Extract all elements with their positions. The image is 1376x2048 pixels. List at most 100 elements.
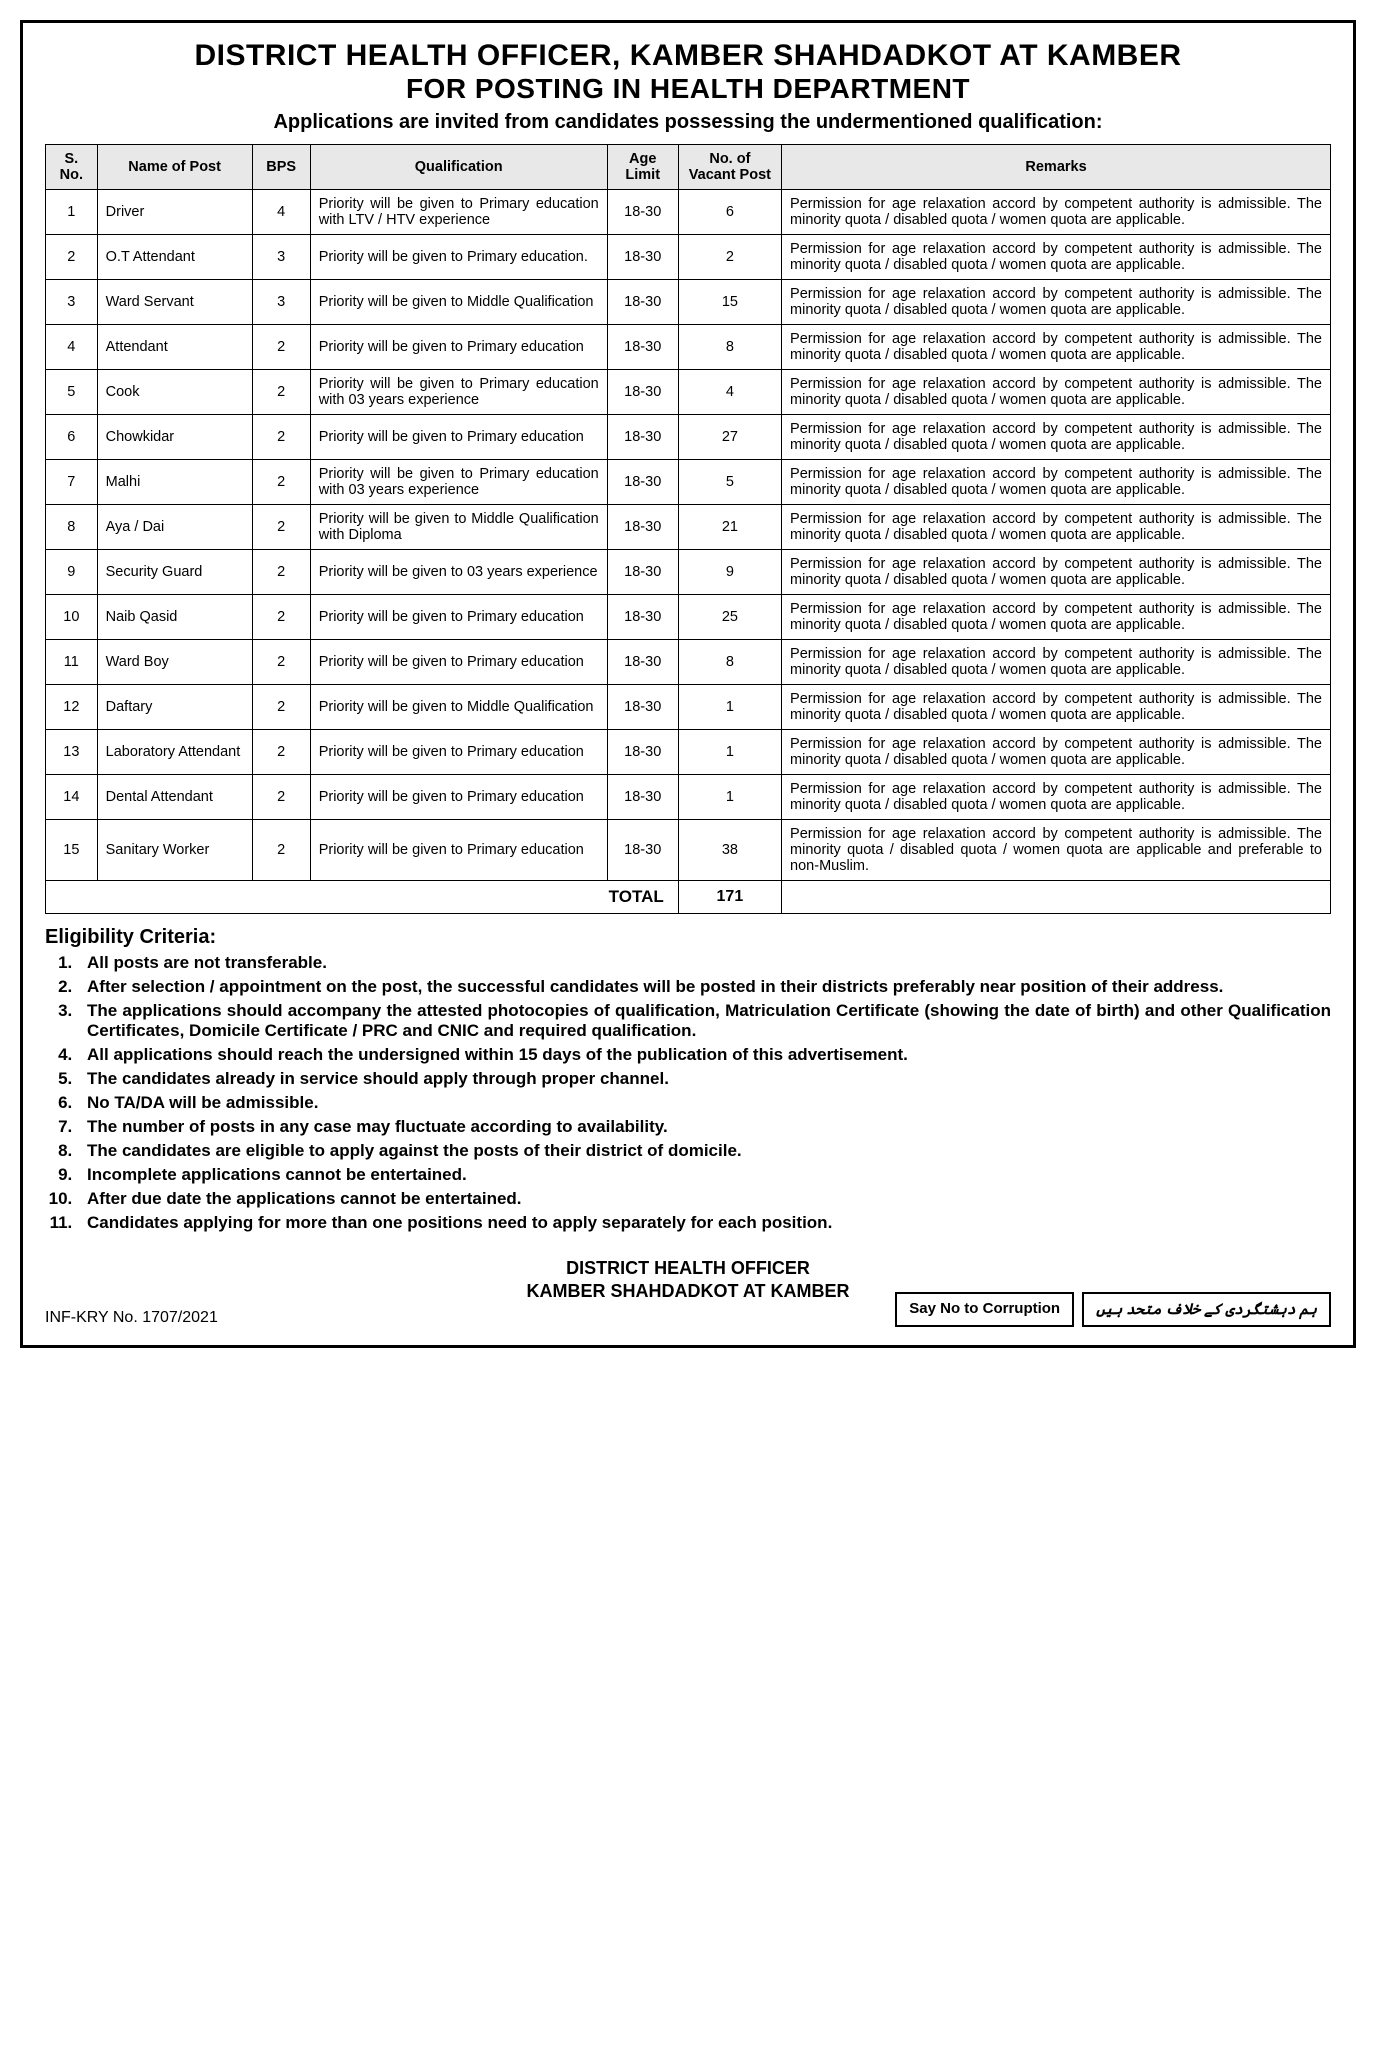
cell-post: O.T Attendant [97, 235, 252, 280]
cell-age: 18-30 [607, 460, 678, 505]
cell-vacant: 5 [678, 460, 781, 505]
th-remarks: Remarks [782, 145, 1331, 190]
cell-qualification: Priority will be given to Primary educat… [310, 640, 607, 685]
cell-age: 18-30 [607, 415, 678, 460]
cell-age: 18-30 [607, 820, 678, 881]
cell-bps: 2 [252, 460, 310, 505]
cell-sno: 10 [46, 595, 98, 640]
cell-remarks: Permission for age relaxation accord by … [782, 505, 1331, 550]
cell-sno: 5 [46, 370, 98, 415]
table-row: 5Cook2Priority will be given to Primary … [46, 370, 1331, 415]
eligibility-item: The candidates are eligible to apply aga… [77, 1141, 1331, 1161]
cell-qualification: Priority will be given to Middle Qualifi… [310, 505, 607, 550]
table-row: 3Ward Servant3Priority will be given to … [46, 280, 1331, 325]
th-age: Age Limit [607, 145, 678, 190]
cell-bps: 2 [252, 775, 310, 820]
cell-qualification: Priority will be given to Primary educat… [310, 190, 607, 235]
cell-post: Naib Qasid [97, 595, 252, 640]
cell-qualification: Priority will be given to Primary educat… [310, 460, 607, 505]
cell-remarks: Permission for age relaxation accord by … [782, 415, 1331, 460]
cell-sno: 11 [46, 640, 98, 685]
cell-age: 18-30 [607, 550, 678, 595]
cell-remarks: Permission for age relaxation accord by … [782, 370, 1331, 415]
cell-qualification: Priority will be given to Primary educat… [310, 775, 607, 820]
th-post: Name of Post [97, 145, 252, 190]
cell-sno: 15 [46, 820, 98, 881]
total-label: TOTAL [46, 881, 679, 914]
footer-box-corruption: Say No to Corruption [895, 1292, 1074, 1327]
cell-qualification: Priority will be given to Primary educat… [310, 730, 607, 775]
cell-sno: 6 [46, 415, 98, 460]
table-row: 13Laboratory Attendant2Priority will be … [46, 730, 1331, 775]
eligibility-item: Incomplete applications cannot be entert… [77, 1165, 1331, 1185]
cell-bps: 2 [252, 505, 310, 550]
cell-post: Malhi [97, 460, 252, 505]
table-row: 8Aya / Dai2Priority will be given to Mid… [46, 505, 1331, 550]
total-row: TOTAL 171 [46, 881, 1331, 914]
cell-post: Security Guard [97, 550, 252, 595]
cell-bps: 4 [252, 190, 310, 235]
eligibility-item: The candidates already in service should… [77, 1069, 1331, 1089]
cell-bps: 3 [252, 280, 310, 325]
cell-vacant: 9 [678, 550, 781, 595]
document-container: DISTRICT HEALTH OFFICER, KAMBER SHAHDADK… [20, 20, 1356, 1348]
cell-qualification: Priority will be given to Primary educat… [310, 325, 607, 370]
eligibility-item: After selection / appointment on the pos… [77, 977, 1331, 997]
cell-age: 18-30 [607, 595, 678, 640]
cell-qualification: Priority will be given to Primary educat… [310, 415, 607, 460]
cell-post: Chowkidar [97, 415, 252, 460]
cell-age: 18-30 [607, 640, 678, 685]
cell-remarks: Permission for age relaxation accord by … [782, 325, 1331, 370]
cell-post: Aya / Dai [97, 505, 252, 550]
table-row: 2O.T Attendant3Priority will be given to… [46, 235, 1331, 280]
cell-sno: 13 [46, 730, 98, 775]
footer: DISTRICT HEALTH OFFICER KAMBER SHAHDADKO… [45, 1257, 1331, 1327]
main-title-2: FOR POSTING IN HEALTH DEPARTMENT [45, 73, 1331, 105]
eligibility-item: The applications should accompany the at… [77, 1001, 1331, 1041]
cell-post: Cook [97, 370, 252, 415]
cell-bps: 2 [252, 415, 310, 460]
cell-bps: 2 [252, 370, 310, 415]
cell-remarks: Permission for age relaxation accord by … [782, 595, 1331, 640]
cell-remarks: Permission for age relaxation accord by … [782, 460, 1331, 505]
cell-qualification: Priority will be given to Primary educat… [310, 595, 607, 640]
cell-sno: 7 [46, 460, 98, 505]
cell-post: Ward Boy [97, 640, 252, 685]
cell-remarks: Permission for age relaxation accord by … [782, 550, 1331, 595]
eligibility-list: All posts are not transferable.After sel… [49, 953, 1331, 1233]
cell-age: 18-30 [607, 325, 678, 370]
cell-qualification: Priority will be given to Primary educat… [310, 370, 607, 415]
cell-sno: 1 [46, 190, 98, 235]
cell-sno: 12 [46, 685, 98, 730]
cell-sno: 14 [46, 775, 98, 820]
cell-remarks: Permission for age relaxation accord by … [782, 685, 1331, 730]
th-qual: Qualification [310, 145, 607, 190]
cell-vacant: 25 [678, 595, 781, 640]
th-sno: S. No. [46, 145, 98, 190]
table-row: 11Ward Boy2Priority will be given to Pri… [46, 640, 1331, 685]
cell-bps: 3 [252, 235, 310, 280]
cell-age: 18-30 [607, 505, 678, 550]
cell-vacant: 1 [678, 685, 781, 730]
cell-age: 18-30 [607, 370, 678, 415]
cell-sno: 4 [46, 325, 98, 370]
cell-bps: 2 [252, 820, 310, 881]
jobs-table: S. No. Name of Post BPS Qualification Ag… [45, 144, 1331, 914]
table-row: 6Chowkidar2Priority will be given to Pri… [46, 415, 1331, 460]
cell-remarks: Permission for age relaxation accord by … [782, 730, 1331, 775]
cell-age: 18-30 [607, 775, 678, 820]
cell-sno: 3 [46, 280, 98, 325]
eligibility-item: No TA/DA will be admissible. [77, 1093, 1331, 1113]
cell-vacant: 6 [678, 190, 781, 235]
total-value: 171 [678, 881, 781, 914]
table-row: 10Naib Qasid2Priority will be given to P… [46, 595, 1331, 640]
eligibility-heading: Eligibility Criteria: [45, 926, 1331, 949]
table-row: 4Attendant2Priority will be given to Pri… [46, 325, 1331, 370]
total-empty [782, 881, 1331, 914]
cell-bps: 2 [252, 595, 310, 640]
cell-bps: 2 [252, 550, 310, 595]
eligibility-item: All applications should reach the unders… [77, 1045, 1331, 1065]
cell-qualification: Priority will be given to Middle Qualifi… [310, 685, 607, 730]
eligibility-item: The number of posts in any case may fluc… [77, 1117, 1331, 1137]
cell-qualification: Priority will be given to Primary educat… [310, 235, 607, 280]
